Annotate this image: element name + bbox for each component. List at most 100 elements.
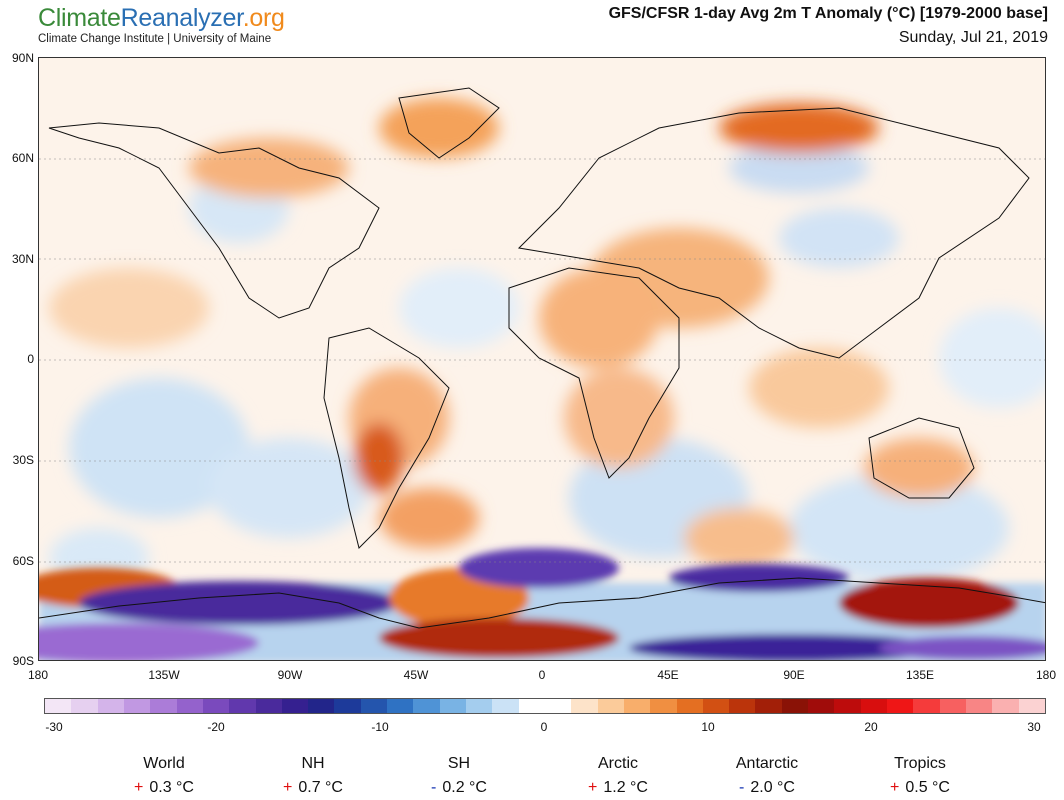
colorbar-swatch xyxy=(518,699,545,713)
colorbar-swatch xyxy=(939,699,966,713)
colorbar-swatch xyxy=(413,699,440,713)
coastlines xyxy=(39,87,1045,629)
lat-label-90n: 90N xyxy=(11,51,34,65)
australia-coast xyxy=(868,417,975,499)
stat-value: 0.5 °C xyxy=(905,779,950,796)
colorbar-swatch xyxy=(439,699,466,713)
colorbar-tick-0: 0 xyxy=(540,720,548,734)
stat-sign: + xyxy=(890,779,900,796)
brand: ClimateReanalyzer.org Climate Change Ins… xyxy=(38,4,285,45)
logo-part-climate: Climate xyxy=(38,4,121,32)
colorbar-swatch xyxy=(360,699,388,713)
map-title: GFS/CFSR 1-day Avg 2m T Anomaly (°C) [19… xyxy=(608,5,1048,22)
stat-value: 0.3 °C xyxy=(149,779,194,796)
colorbar-tick-neg20: -20 xyxy=(207,720,225,734)
colorbar-swatch xyxy=(544,699,572,713)
antarctic-anomaly xyxy=(39,548,1045,660)
map-date: Sunday, Jul 21, 2019 xyxy=(898,29,1048,46)
stat-name: NH xyxy=(301,755,325,772)
colorbar-swatch xyxy=(334,699,361,713)
lon-label-45w: 45W xyxy=(403,668,429,682)
stat-tropics: Tropics +0.5 °C xyxy=(850,754,990,798)
south-america-coast xyxy=(323,327,450,549)
colorbar-swatch xyxy=(650,699,677,713)
colorbar-swatch xyxy=(676,699,703,713)
colorbar-swatch xyxy=(834,699,861,713)
stat-sign: - xyxy=(431,779,437,796)
lat-label-60n: 60N xyxy=(11,151,34,165)
anomaly-field xyxy=(49,98,1045,588)
colorbar-swatch xyxy=(702,699,730,713)
colorbar-swatch xyxy=(202,699,230,713)
map-title-block: GFS/CFSR 1-day Avg 2m T Anomaly (°C) [19… xyxy=(609,4,1048,48)
colorbar-swatch xyxy=(781,699,809,713)
lon-label-135w: 135W xyxy=(148,668,180,682)
colorbar-swatch xyxy=(255,699,282,713)
colorbar xyxy=(44,698,1046,714)
eurasia-coast xyxy=(517,107,1030,359)
africa-coast xyxy=(508,267,680,479)
colorbar-swatch xyxy=(729,699,756,713)
colorbar-swatch xyxy=(597,699,624,713)
stat-name: Antarctic xyxy=(735,755,799,772)
colorbar-tick-30: 30 xyxy=(1027,720,1041,734)
stat-sign: + xyxy=(283,779,293,796)
colorbar-swatch xyxy=(97,699,124,713)
stat-sign: + xyxy=(588,779,598,796)
greenland-coast xyxy=(398,87,500,159)
stat-sign: - xyxy=(739,779,745,796)
colorbar-swatch xyxy=(492,699,519,713)
colorbar-swatch xyxy=(992,699,1019,713)
lon-label-90w: 90W xyxy=(277,668,303,682)
stat-world: World +0.3 °C xyxy=(94,754,234,798)
brand-logo[interactable]: ClimateReanalyzer.org xyxy=(38,4,285,32)
colorbar-swatch xyxy=(466,699,493,713)
lat-label-30n: 30N xyxy=(11,252,34,266)
colorbar-tick-20: 20 xyxy=(864,720,878,734)
lon-label-135e: 135E xyxy=(905,668,935,682)
stat-value: 0.2 °C xyxy=(442,779,487,796)
brand-subtitle: Climate Change Institute | University of… xyxy=(38,33,272,45)
colorbar-swatch xyxy=(387,699,414,713)
colorbar-swatch xyxy=(229,699,256,713)
lon-label-180w: 180 xyxy=(27,668,49,682)
logo-part-org: .org xyxy=(242,4,285,32)
lat-label-0: 0 xyxy=(27,352,34,366)
lat-label-60s: 60S xyxy=(12,554,34,568)
colorbar-swatch xyxy=(965,699,993,713)
colorbar-swatch xyxy=(281,699,309,713)
lon-label-180e: 180 xyxy=(1035,668,1057,682)
logo-part-reanalyzer: Reanalyzer xyxy=(120,4,243,32)
stat-value: 0.7 °C xyxy=(298,779,343,796)
colorbar-swatch xyxy=(860,699,887,713)
colorbar-swatch xyxy=(1018,699,1045,713)
antarctica-coast xyxy=(39,577,1045,629)
colorbar-swatch xyxy=(887,699,914,713)
colorbar-swatch xyxy=(913,699,940,713)
anomaly-map xyxy=(38,57,1046,661)
stat-sh: SH -0.2 °C xyxy=(389,754,529,798)
colorbar-swatch xyxy=(623,699,651,713)
colorbar-swatch xyxy=(808,699,835,713)
colorbar-swatch xyxy=(755,699,782,713)
stat-name: Arctic xyxy=(598,755,638,772)
stat-value: 1.2 °C xyxy=(603,779,648,796)
graticule xyxy=(39,158,1045,563)
colorbar-swatch xyxy=(571,699,598,713)
stat-name: World xyxy=(143,755,185,772)
lat-label-90s: 90S xyxy=(12,654,34,668)
colorbar-swatch xyxy=(45,699,72,713)
colorbar-swatch xyxy=(176,699,203,713)
stat-name: SH xyxy=(447,755,471,772)
colorbar-swatch xyxy=(308,699,335,713)
colorbar-swatch xyxy=(150,699,177,713)
stat-nh: NH +0.7 °C xyxy=(243,754,383,798)
stat-value: 2.0 °C xyxy=(750,779,795,796)
lon-label-0: 0 xyxy=(538,668,546,682)
stat-sign: + xyxy=(134,779,144,796)
colorbar-swatch xyxy=(71,699,98,713)
stat-antarctic: Antarctic -2.0 °C xyxy=(697,754,837,798)
colorbar-tick-neg10: -10 xyxy=(371,720,389,734)
lon-label-45e: 45E xyxy=(657,668,679,682)
lat-label-30s: 30S xyxy=(12,453,34,467)
